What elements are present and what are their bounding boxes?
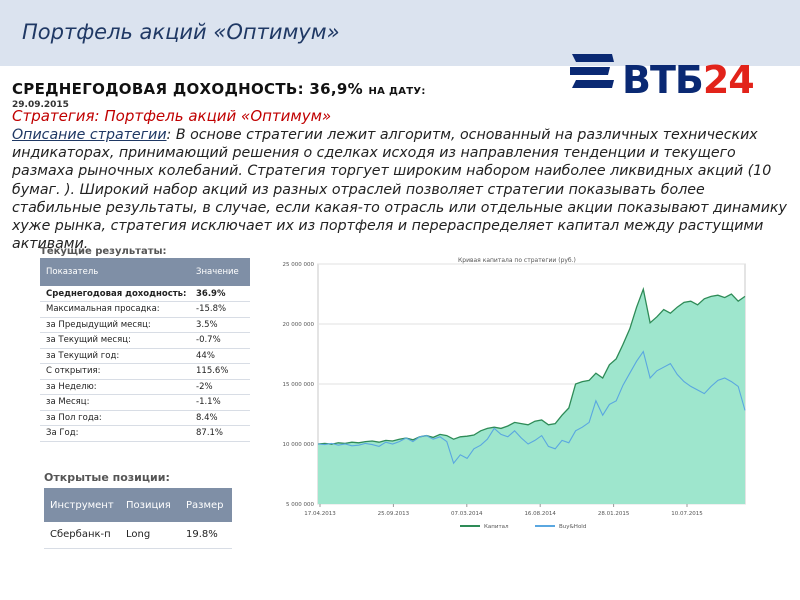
row-label: С открытия: xyxy=(40,363,190,380)
positions-header-row: Инструмент Позиция Размер xyxy=(44,488,232,522)
row-label: за Текущий месяц: xyxy=(40,332,190,349)
average-yield-heading: СРЕДНЕГОДОВАЯ ДОХОДНОСТЬ: 36,9% НА ДАТУ: xyxy=(12,80,426,98)
row-value: -15.8% xyxy=(190,301,250,318)
row-label: за Неделю: xyxy=(40,379,190,395)
row-label: За Год: xyxy=(40,425,190,442)
table-row: Сбербанк-п Long 19.8% xyxy=(44,522,232,549)
description-text: : В основе стратегии лежит алгоритм, осн… xyxy=(12,127,787,253)
buyhold-line xyxy=(317,350,746,465)
table-row: за Текущий год: 44% xyxy=(40,348,250,364)
yield-date: 29.09.2015 xyxy=(12,100,69,110)
row-value: 44% xyxy=(190,348,250,364)
logo-number: 24 xyxy=(702,58,755,102)
positions-col-size: Размер xyxy=(180,488,232,522)
table-row: за Предыдущий месяц: 3.5% xyxy=(40,317,250,333)
legend-label-capital: Капитал xyxy=(484,524,509,530)
row-label: за Месяц: xyxy=(40,394,190,411)
row-value: 3.5% xyxy=(190,317,250,333)
results-table: Показатель Значение Среднегодовая доходн… xyxy=(40,258,250,442)
table-row: С открытия: 115.6% xyxy=(40,363,250,380)
row-label: за Предыдущий месяц: xyxy=(40,317,190,333)
description-label: Описание стратегии xyxy=(12,127,167,143)
position-instrument: Сбербанк-п xyxy=(44,522,120,549)
table-row: Среднегодовая доходность: 36.9% xyxy=(40,286,250,302)
date-prefix: НА ДАТУ: xyxy=(368,86,426,97)
row-value: 115.6% xyxy=(190,363,250,380)
x-tick-label: 16.08.2014 xyxy=(524,511,556,517)
header-band xyxy=(0,0,800,66)
chart-title: Кривая капитала по стратегии (руб.) xyxy=(458,257,576,264)
row-label: за Текущий год: xyxy=(40,348,190,364)
slide-title: Портфель акций «Оптимум» xyxy=(22,20,340,44)
row-value: 8.4% xyxy=(190,410,250,426)
vtb-flag-icon xyxy=(570,54,614,88)
row-value: 36.9% xyxy=(190,286,250,302)
y-tick-label: 20 000 000 xyxy=(283,322,315,328)
y-tick-label: 5 000 000 xyxy=(286,502,314,508)
logo-text: ВТБ24 xyxy=(622,58,755,102)
vtb24-logo xyxy=(570,54,614,88)
position-size: 19.8% xyxy=(180,522,232,549)
capital-area xyxy=(318,289,745,504)
row-value: -2% xyxy=(190,379,250,395)
capital-line xyxy=(317,286,746,445)
position-direction: Long xyxy=(120,522,180,549)
results-col-indicator: Показатель xyxy=(40,258,190,286)
strategy-description: Описание стратегии: В основе стратегии л… xyxy=(12,126,797,253)
legend-label-buyhold: Buy&Hold xyxy=(559,524,586,530)
table-row: за Неделю: -2% xyxy=(40,379,250,395)
table-row: за Текущий месяц: -0.7% xyxy=(40,332,250,349)
row-value: -0.7% xyxy=(190,332,250,349)
logo-letters: ВТБ xyxy=(622,58,704,102)
row-value: 87.1% xyxy=(190,425,250,442)
positions-col-instrument: Инструмент xyxy=(44,488,120,522)
y-tick-label: 15 000 000 xyxy=(283,382,315,388)
x-tick-label: 07.03.2014 xyxy=(451,511,483,517)
positions-table: Инструмент Позиция Размер Сбербанк-п Lon… xyxy=(44,488,232,549)
table-row: За Год: 87.1% xyxy=(40,425,250,442)
results-col-value: Значение xyxy=(190,258,250,286)
row-label: за Пол года: xyxy=(40,410,190,426)
y-tick-label: 25 000 000 xyxy=(283,262,315,268)
positions-title: Открытые позиции: xyxy=(44,471,170,484)
positions-col-position: Позиция xyxy=(120,488,180,522)
table-row: Максимальная просадка: -15.8% xyxy=(40,301,250,318)
x-tick-label: 17.04.2013 xyxy=(304,511,336,517)
table-row: за Месяц: -1.1% xyxy=(40,394,250,411)
row-label: Среднегодовая доходность: xyxy=(40,286,190,302)
strategy-name: Стратегия: Портфель акций «Оптимум» xyxy=(12,107,332,125)
equity-curve-svg: 25 000 000 20 000 000 15 000 000 10 000 000… xyxy=(283,257,746,530)
equity-curve-chart: 25 000 000 20 000 000 15 000 000 10 000 000… xyxy=(270,252,800,532)
row-value: -1.1% xyxy=(190,394,250,411)
x-tick-label: 10.07.2015 xyxy=(671,511,703,517)
average-yield-label: СРЕДНЕГОДОВАЯ ДОХОДНОСТЬ: 36,9% xyxy=(12,80,363,98)
table-row: за Пол года: 8.4% xyxy=(40,410,250,426)
results-header-row: Показатель Значение xyxy=(40,258,250,286)
row-label: Максимальная просадка: xyxy=(40,301,190,318)
x-tick-label: 25.09.2013 xyxy=(378,511,410,517)
results-title: Текущие результаты: xyxy=(40,246,167,257)
y-tick-label: 10 000 000 xyxy=(283,442,315,448)
x-tick-label: 28.01.2015 xyxy=(598,511,630,517)
